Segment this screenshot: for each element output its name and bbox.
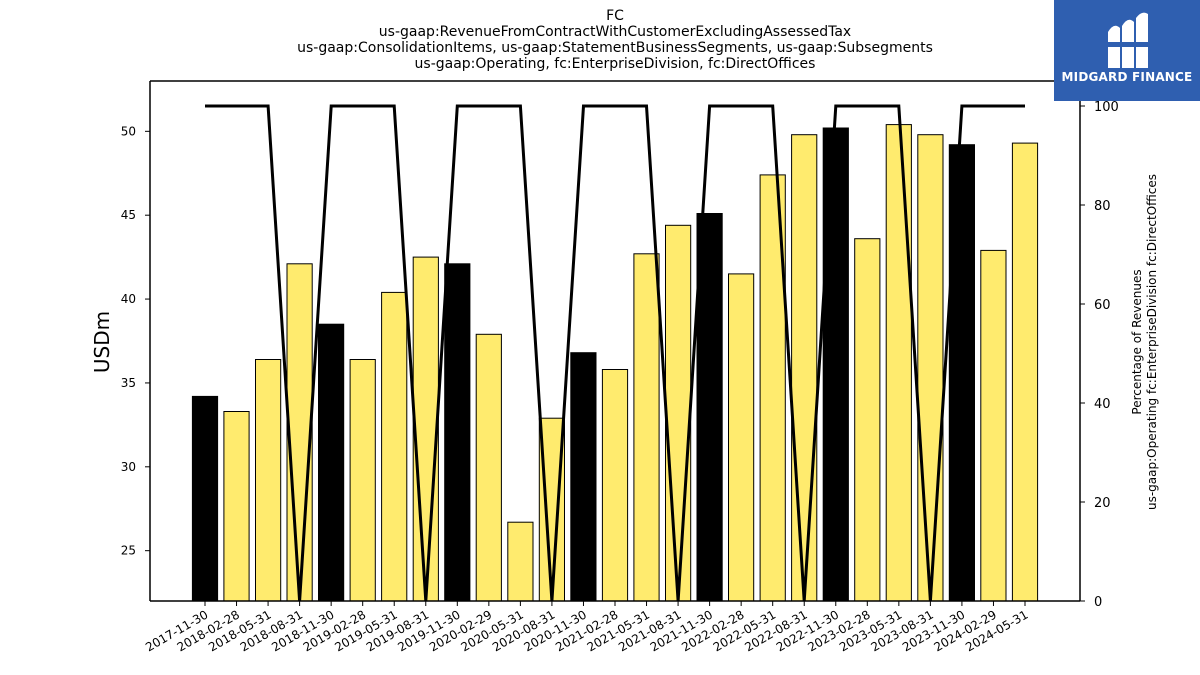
brand-logo-text: MIDGARD FINANCE <box>1061 70 1193 84</box>
y2-tick-label: 0 <box>1094 595 1102 610</box>
chart-title: FCus-gaap:RevenueFromContractWithCustome… <box>297 8 933 72</box>
bar <box>318 323 345 602</box>
bar <box>570 352 597 602</box>
bar <box>854 238 881 602</box>
y-axis-label: USDm <box>90 311 114 373</box>
bar <box>791 134 818 602</box>
y2-tick-label: 80 <box>1094 199 1111 214</box>
y2-tick-label: 20 <box>1094 496 1111 511</box>
bars <box>191 124 1039 602</box>
title-line: FC <box>606 8 624 24</box>
bar <box>948 144 975 602</box>
y-tick-label: 30 <box>121 460 136 474</box>
brand-logo: MIDGARD FINANCE <box>1054 0 1200 101</box>
title-line: us-gaap:RevenueFromContractWithCustomerE… <box>379 24 851 40</box>
y2-tick-label: 100 <box>1094 100 1119 115</box>
bar <box>917 134 944 602</box>
y2-tick-label: 40 <box>1094 397 1111 412</box>
y-tick-label: 35 <box>121 376 136 390</box>
y-tick-label: 40 <box>121 292 136 306</box>
bar <box>885 124 912 602</box>
bar <box>507 521 534 602</box>
bar <box>444 263 471 602</box>
bar <box>349 359 376 602</box>
title-line: us-gaap:ConsolidationItems, us-gaap:Stat… <box>297 40 933 56</box>
bar <box>412 256 439 602</box>
percentage-line <box>205 104 1025 602</box>
bar <box>191 395 219 602</box>
title-line: us-gaap:Operating, fc:EnterpriseDivision… <box>415 56 816 72</box>
bar <box>381 291 408 602</box>
bar <box>665 224 692 602</box>
percentage-line-group <box>205 104 1025 602</box>
bar <box>601 369 629 602</box>
bar <box>980 249 1007 602</box>
bar <box>728 273 755 602</box>
y2-axis-label: us-gaap:Operating fc:EnterpriseDivision … <box>1145 174 1159 510</box>
y-tick-label: 25 <box>121 544 136 558</box>
bar <box>696 213 723 602</box>
bar <box>223 411 250 602</box>
axis-labels: USDm Percentage of Revenues us-gaap:Operat… <box>90 174 1159 510</box>
y-tick-label: 45 <box>121 208 136 222</box>
bar <box>822 127 849 602</box>
bar <box>1011 142 1039 602</box>
bar <box>255 359 282 602</box>
bar <box>475 333 502 602</box>
bar <box>633 253 660 602</box>
y2-tick-label: 60 <box>1094 298 1111 313</box>
y-tick-label: 50 <box>121 124 136 138</box>
bar <box>286 263 313 602</box>
midgard-logo-icon <box>1104 12 1150 69</box>
y2-axis-label: Percentage of Revenues <box>1130 269 1144 414</box>
